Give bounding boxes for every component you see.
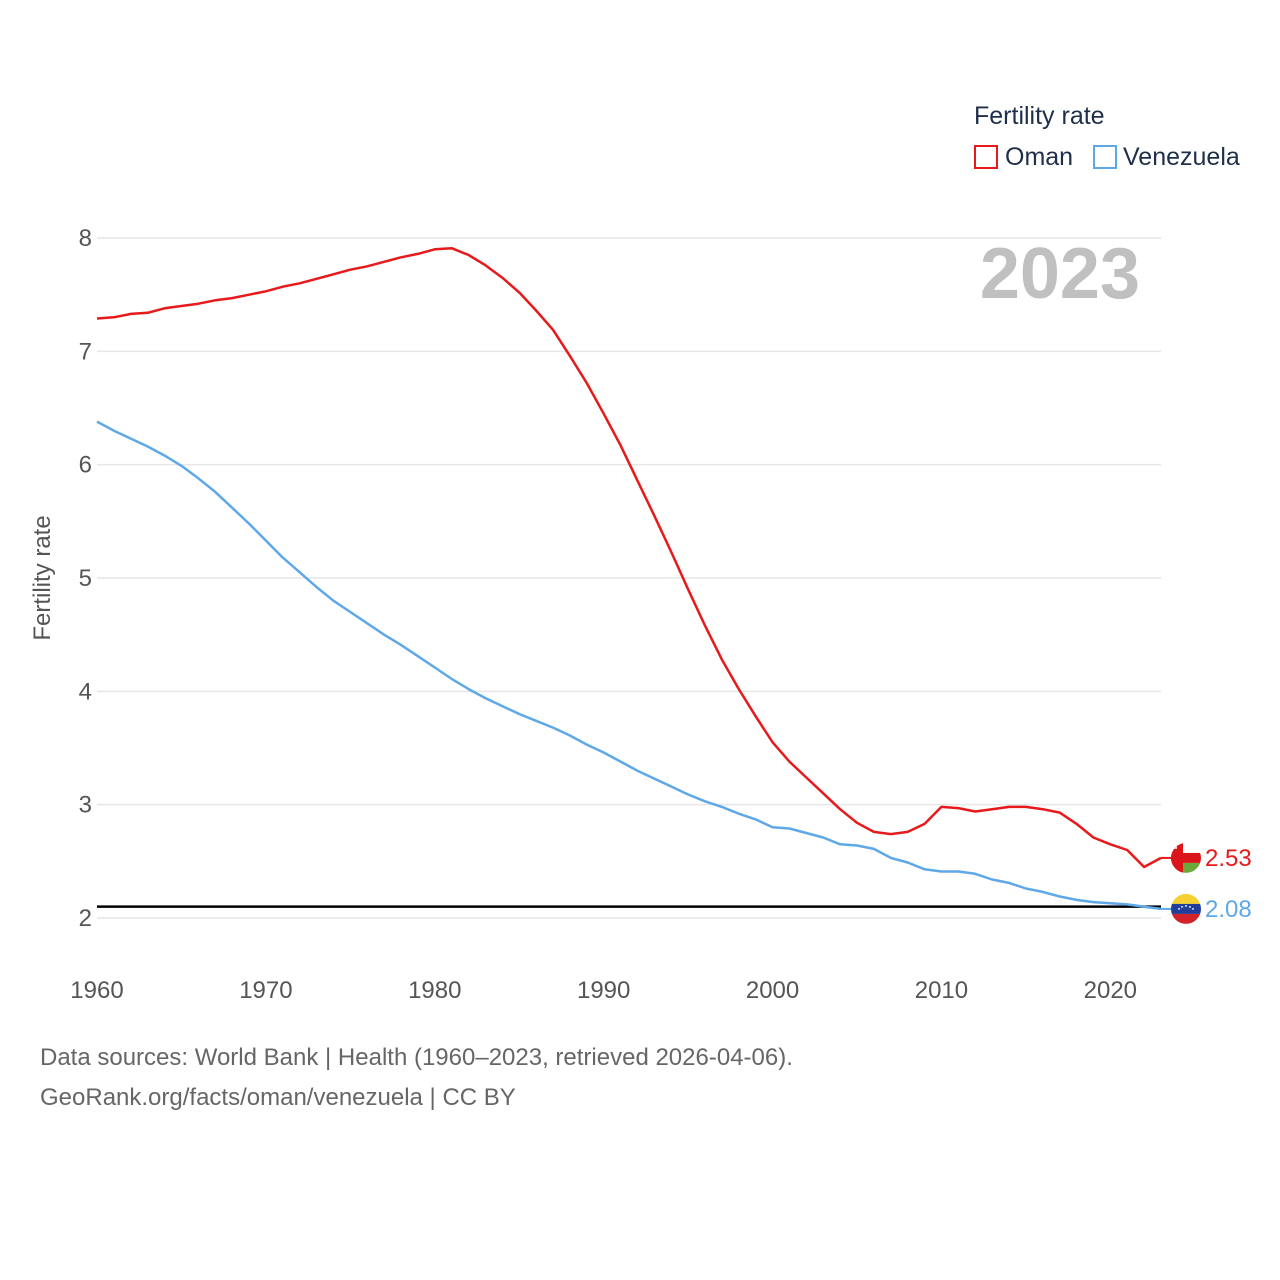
legend-swatch-venezuela <box>1093 145 1117 169</box>
y-tick-label: 3 <box>79 792 92 819</box>
y-tick-label: 8 <box>79 225 92 252</box>
oman-flag-icon <box>1171 842 1201 873</box>
legend-item-venezuela[interactable]: Venezuela <box>1093 143 1240 171</box>
y-axis: 2 3 4 5 6 7 8 <box>79 225 92 932</box>
x-tick-label: 2000 <box>746 977 799 1004</box>
legend-title: Fertility rate <box>974 102 1105 130</box>
x-tick-label: 1980 <box>408 977 461 1004</box>
y-tick-label: 6 <box>79 452 92 479</box>
legend-swatch-oman <box>974 145 998 169</box>
x-axis: 1960 1970 1980 1990 2000 2010 2020 <box>70 977 1137 1004</box>
series-line-venezuela <box>96 420 1162 911</box>
x-tick-label: 1960 <box>70 977 123 1004</box>
current-year-label: 2023 <box>980 234 1140 314</box>
fertility-rate-chart: 2 3 4 5 6 7 8 1960 1970 1980 1990 2000 2010 2020 Fer… <box>29 102 1252 1004</box>
x-tick-label: 2020 <box>1084 977 1137 1004</box>
data-sources-text: Data sources: World Bank | Health (1960–… <box>40 1044 793 1071</box>
y-tick-label: 5 <box>79 565 92 592</box>
legend: Fertility rate Oman Venezuela <box>974 102 1240 171</box>
x-tick-label: 2010 <box>915 977 968 1004</box>
series-line-oman <box>96 246 1162 869</box>
x-tick-label: 1970 <box>239 977 292 1004</box>
venezuela-end-value-label: 2.08 <box>1205 896 1252 923</box>
venezuela-flag-icon <box>1171 893 1201 924</box>
x-tick-label: 1990 <box>577 977 630 1004</box>
legend-label-venezuela: Venezuela <box>1123 143 1240 171</box>
series-layer <box>96 246 1171 911</box>
oman-end-value-label: 2.53 <box>1205 845 1252 872</box>
grid-layer <box>97 237 1161 919</box>
y-axis-title: Fertility rate <box>29 515 56 640</box>
y-tick-label: 4 <box>79 678 92 705</box>
legend-item-oman[interactable]: Oman <box>974 143 1073 171</box>
legend-label-oman: Oman <box>1005 143 1073 171</box>
y-tick-label: 7 <box>79 338 92 365</box>
y-tick-label: 2 <box>79 905 92 932</box>
credit-link[interactable]: GeoRank.org/facts/oman/venezuela | CC BY <box>40 1084 516 1111</box>
